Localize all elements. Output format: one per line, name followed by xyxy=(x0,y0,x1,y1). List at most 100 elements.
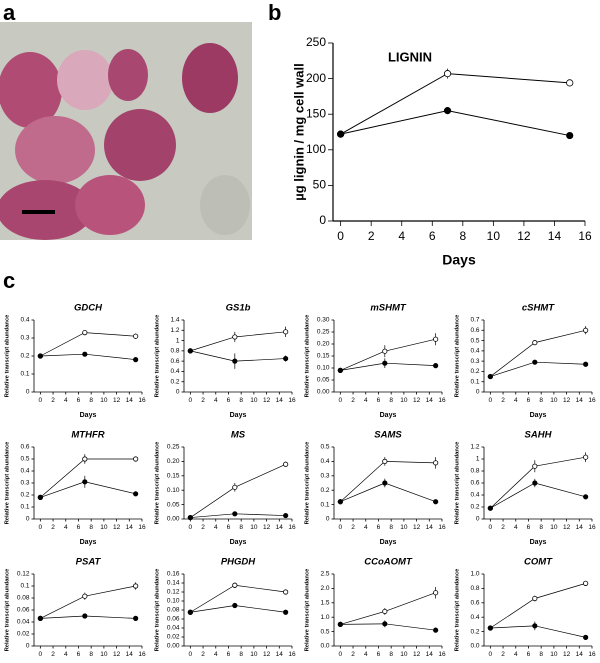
chart-title: mSHMT xyxy=(370,303,407,314)
y-tick-label: 1.0 xyxy=(470,571,479,578)
x-tick-label: 12 xyxy=(113,524,121,531)
x-tick-label: 4 xyxy=(514,397,518,404)
data-point xyxy=(583,580,589,586)
x-tick-label: 4 xyxy=(64,651,68,658)
data-point xyxy=(82,613,88,619)
data-point xyxy=(82,593,88,599)
x-tick-label: 4 xyxy=(64,524,68,531)
data-point xyxy=(382,348,388,354)
x-tick-label: 12 xyxy=(413,651,421,658)
y-tick-label: 0.25 xyxy=(317,329,330,336)
x-tick-label: 14 xyxy=(576,651,584,658)
data-point xyxy=(232,582,238,588)
x-tick-label: 12 xyxy=(413,524,421,531)
y-tick-label: 50 xyxy=(313,178,327,192)
y-axis-label: Relative transcript abundance xyxy=(5,568,11,652)
y-tick-label: 200 xyxy=(306,71,326,85)
y-tick-label: 0.02 xyxy=(17,631,30,638)
data-point xyxy=(583,454,589,460)
x-tick-label: 14 xyxy=(576,524,584,531)
x-tick-label: 8 xyxy=(239,651,243,658)
x-tick-label: 0 xyxy=(189,651,193,658)
y-tick-label: 0.3 xyxy=(470,358,479,365)
y-tick-label: 0.4 xyxy=(470,492,479,499)
data-point xyxy=(232,602,238,609)
x-tick-label: 10 xyxy=(550,397,558,404)
data-point xyxy=(232,334,238,340)
x-tick-label: 0 xyxy=(39,397,43,404)
x-tick-label: 14 xyxy=(576,397,584,404)
y-tick-label: 0.30 xyxy=(317,317,330,324)
x-tick-label: 14 xyxy=(426,651,434,658)
series-line xyxy=(40,585,136,619)
x-tick-label: 16 xyxy=(288,397,296,404)
x-tick-label: 10 xyxy=(550,524,558,531)
chart-title: PSAT xyxy=(76,557,102,568)
y-tick-label: 2.0 xyxy=(320,585,329,592)
x-tick-label: 8 xyxy=(389,651,393,658)
x-axis-label: Days xyxy=(230,412,247,419)
y-tick-label: 0.05 xyxy=(317,377,330,384)
data-point xyxy=(532,463,538,469)
x-tick-label: 16 xyxy=(438,651,446,658)
y-tick-label: 0.25 xyxy=(167,444,180,451)
y-tick-label: 1.5 xyxy=(320,600,329,607)
y-tick-label: 0.6 xyxy=(20,444,29,451)
y-tick-label: 0.6 xyxy=(170,358,179,365)
y-tick-label: 0.2 xyxy=(20,492,29,499)
cell xyxy=(15,116,95,184)
x-tick-label: 12 xyxy=(263,651,271,658)
x-tick-label: 16 xyxy=(578,229,592,243)
y-tick-label: 0.12 xyxy=(167,589,180,596)
y-tick-label: 0.5 xyxy=(320,628,329,635)
x-tick-label: 16 xyxy=(288,651,296,658)
x-tick-label: 10 xyxy=(400,524,408,531)
x-tick-label: 2 xyxy=(501,397,505,404)
y-axis-label: Relative transcript abundance xyxy=(455,441,461,525)
x-tick-label: 0 xyxy=(339,397,343,404)
x-tick-label: 12 xyxy=(563,524,571,531)
series-line xyxy=(490,482,586,509)
data-point xyxy=(283,461,289,467)
y-tick-label: 0.4 xyxy=(470,348,479,355)
x-tick-label: 2 xyxy=(351,524,355,531)
data-point xyxy=(187,609,193,615)
x-tick-label: 0 xyxy=(189,524,193,531)
series-line xyxy=(490,625,586,638)
y-tick-label: 100 xyxy=(306,142,326,156)
y-axis-label: Relative transcript abundance xyxy=(305,314,311,398)
y-axis-label: Relative transcript abundance xyxy=(5,441,11,525)
series-line xyxy=(340,73,570,135)
data-point xyxy=(337,367,343,373)
x-tick-label: 8 xyxy=(539,651,543,658)
chart-title: SAMS xyxy=(374,430,402,441)
y-tick-label: 0.6 xyxy=(470,480,479,487)
x-tick-label: 12 xyxy=(413,397,421,404)
x-axis-label: Days xyxy=(442,252,476,268)
x-tick-label: 8 xyxy=(89,524,93,531)
x-tick-label: 6 xyxy=(77,524,81,531)
data-point xyxy=(443,70,452,78)
x-tick-label: 8 xyxy=(539,397,543,404)
series-line xyxy=(490,361,586,377)
series-line xyxy=(340,338,436,371)
data-point xyxy=(583,494,589,500)
x-axis-label: Days xyxy=(530,412,547,419)
y-tick-label: 0.5 xyxy=(20,456,29,463)
x-tick-label: 8 xyxy=(389,397,393,404)
series-line xyxy=(490,456,586,509)
x-tick-label: 10 xyxy=(100,397,108,404)
x-tick-label: 2 xyxy=(201,524,205,531)
y-tick-label: 0.10 xyxy=(167,598,180,605)
x-axis-label: Days xyxy=(80,412,97,419)
chart-title: GDCH xyxy=(74,303,103,314)
y-tick-label: 0.1 xyxy=(20,583,29,590)
x-tick-label: 0 xyxy=(39,524,43,531)
y-tick-label: 0.4 xyxy=(320,458,329,465)
x-tick-label: 6 xyxy=(377,651,381,658)
x-tick-label: 0 xyxy=(337,229,344,243)
x-tick-label: 6 xyxy=(527,651,531,658)
y-tick-label: 0.3 xyxy=(320,473,329,480)
x-tick-label: 12 xyxy=(263,524,271,531)
y-tick-label: 0.10 xyxy=(317,365,330,372)
